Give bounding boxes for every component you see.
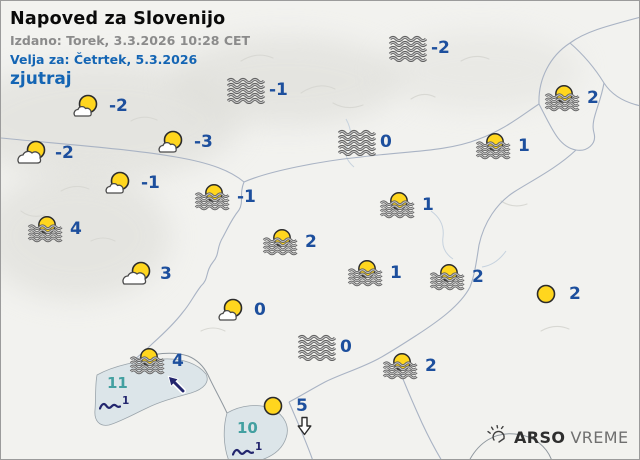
temperature-label: -1 [237, 187, 256, 207]
sea-temperature: 10 [237, 419, 258, 437]
wave-icon [98, 397, 122, 416]
weather-station: 1 [379, 190, 434, 220]
sun-small-cloud-icon [211, 298, 251, 323]
sun-fog-icon [544, 83, 584, 113]
sun-fog-icon [382, 351, 422, 381]
weather-station: 2 [544, 83, 599, 113]
temperature-label: -2 [55, 143, 74, 163]
temperature-label: -1 [269, 80, 288, 100]
weather-station: 0 [337, 127, 392, 157]
fog-icon [226, 77, 266, 104]
temperature-label: 1 [422, 195, 434, 215]
wind-arrow-down-icon [297, 416, 312, 440]
period-label: zjutraj [10, 69, 72, 89]
weather-station: -1 [194, 182, 256, 212]
sun-fog-icon [27, 214, 67, 244]
temperature-label: 4 [172, 351, 184, 371]
sun-fog-icon [379, 190, 419, 220]
temperature-label: -1 [141, 173, 160, 193]
wave-value: 1 [255, 441, 263, 453]
temperature-label: -2 [431, 38, 450, 58]
fog-icon [388, 35, 428, 62]
wave-height: 1 [231, 441, 263, 459]
weather-station: 0 [211, 295, 266, 325]
temperature-label: 2 [425, 356, 437, 376]
weather-logo-icon [487, 424, 509, 449]
logo-product: VREME [570, 427, 629, 447]
temperature-label: 0 [380, 132, 392, 152]
temperature-label: 0 [254, 300, 266, 320]
wave-height: 1 [98, 395, 130, 416]
logo-brand: ARSO [514, 427, 566, 447]
temperature-label: 0 [340, 337, 352, 357]
weather-station: -1 [226, 75, 288, 105]
sun-fog-icon [129, 346, 169, 376]
sun-cloud-icon [12, 140, 52, 166]
sun-fog-icon [262, 227, 302, 257]
sun-small-cloud-icon [66, 94, 106, 119]
sun-cloud-icon [117, 261, 157, 287]
temperature-label: 1 [518, 136, 530, 156]
wave-icon [231, 443, 255, 459]
map-header: Napoved za Slovenijo Izdano: Torek, 3.3.… [10, 9, 250, 89]
sun-fog-icon [475, 131, 515, 161]
temperature-label: -3 [194, 132, 213, 152]
weather-station: 0 [297, 332, 352, 362]
weather-station: 5 [253, 391, 308, 421]
weather-station: 2 [262, 227, 317, 257]
weather-station: -2 [388, 33, 450, 63]
weather-station: 1 [475, 131, 530, 161]
sun-icon [526, 282, 566, 306]
sun-fog-icon [194, 182, 234, 212]
sun-small-cloud-icon [98, 171, 138, 196]
temperature-label: -2 [109, 96, 128, 116]
issued-line: Izdano: Torek, 3.3.2026 10:28 CET [10, 33, 251, 48]
weather-station: 2 [429, 262, 484, 292]
temperature-label: 3 [160, 264, 172, 284]
temperature-label: 1 [390, 263, 402, 283]
weather-station: -1 [98, 168, 160, 198]
weather-station: 3 [117, 259, 172, 289]
wind-arrow-up-left-icon [165, 373, 187, 399]
temperature-label: 5 [296, 396, 308, 416]
sea-temperature: 11 [107, 374, 128, 392]
weather-station: 2 [382, 351, 437, 381]
page-title: Napoved za Slovenijo [10, 9, 226, 29]
fog-icon [337, 129, 377, 156]
temperature-label: 4 [70, 219, 82, 239]
temperature-label: 2 [569, 284, 581, 304]
weather-station: 4 [27, 214, 82, 244]
temperature-label: 2 [472, 267, 484, 287]
weather-station: 4 [129, 346, 184, 376]
fog-icon [297, 334, 337, 361]
weather-station: -2 [12, 138, 74, 168]
weather-station: -2 [66, 91, 128, 121]
terrain-shading [171, 36, 401, 126]
wave-value: 1 [122, 395, 130, 407]
weather-station: 2 [526, 279, 581, 309]
weather-station: 1 [347, 258, 402, 288]
sun-fog-icon [429, 262, 469, 292]
sun-fog-icon [347, 258, 387, 288]
valid-line: Velja za: Četrtek, 5.3.2026 [10, 52, 198, 67]
weather-station: -3 [151, 127, 213, 157]
arso-vreme-logo: ARSO VREME [487, 424, 629, 449]
temperature-label: 2 [305, 232, 317, 252]
sun-small-cloud-icon [151, 130, 191, 155]
temperature-label: 2 [587, 88, 599, 108]
sun-icon [253, 394, 293, 418]
